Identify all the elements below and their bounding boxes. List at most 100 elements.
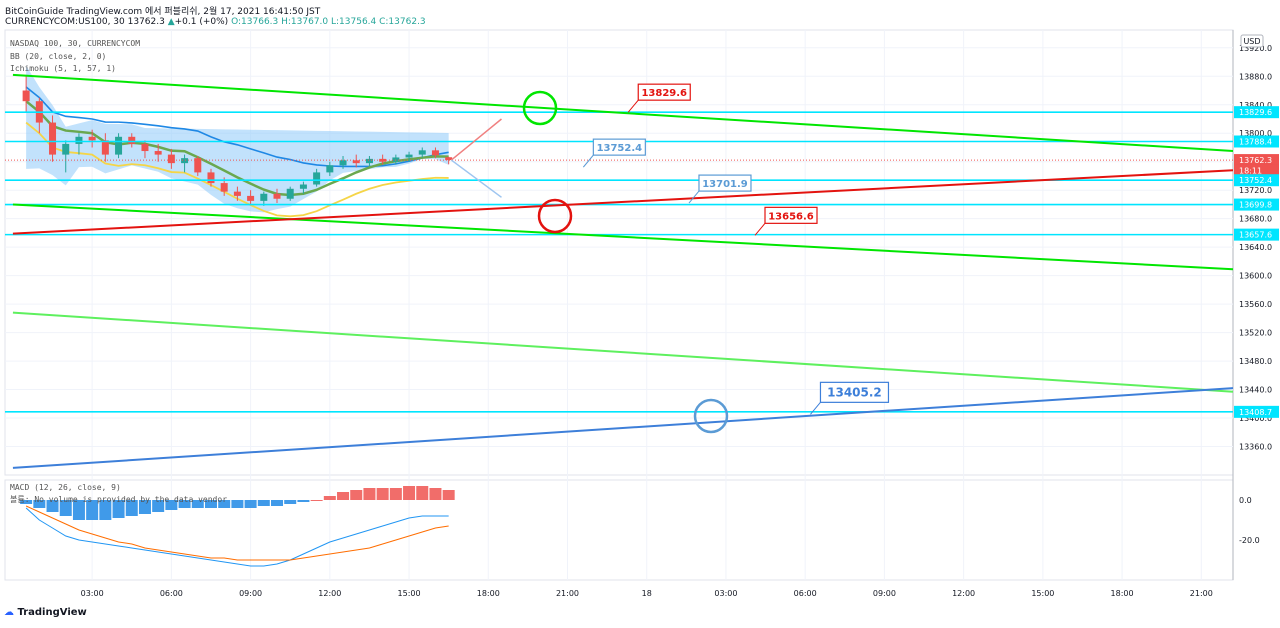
time-tick-label: 06:00 — [160, 589, 183, 598]
trend-line-green-lower — [12, 203, 1234, 271]
price-tick-label: 13480.0 — [1239, 357, 1272, 366]
macd-histogram-bar — [442, 490, 455, 500]
level-badge-label: 13752.4 — [1239, 176, 1272, 185]
callout-box — [592, 138, 646, 156]
candle-body — [286, 188, 294, 199]
price-change: +0.1 (+0%) — [174, 17, 229, 27]
callout-label: 13752.4 — [597, 143, 643, 154]
callout-pointer — [688, 190, 700, 204]
macd-histogram-bar — [389, 488, 402, 500]
macd-histogram-bar — [20, 500, 33, 504]
macd-histogram-bar — [231, 500, 244, 508]
level-badge-label: 13788.4 — [1239, 137, 1272, 146]
time-tick-label: 12:00 — [318, 589, 341, 598]
macd-histogram-bar — [376, 488, 389, 500]
callout-box — [698, 174, 752, 192]
trend-line-blue — [12, 387, 1234, 469]
macd-histogram-bar — [297, 500, 310, 502]
macd-tick-label: 0.0 — [1239, 496, 1252, 505]
macd-histogram-bar — [112, 500, 125, 518]
candle-body — [49, 122, 57, 155]
level-badge-label: 13408.7 — [1239, 408, 1272, 417]
macd-histogram-bar — [152, 500, 165, 512]
time-tick-label: 15:00 — [398, 589, 421, 598]
candle-body — [247, 195, 255, 201]
candle-body — [75, 136, 83, 144]
candle-body — [299, 184, 307, 189]
projection-down-line — [450, 159, 502, 198]
candle-body — [101, 140, 109, 155]
price-tick-label: 13640.0 — [1239, 243, 1272, 252]
candle-body — [22, 90, 30, 102]
tradingview-logo[interactable]: ☁ TradingView — [4, 607, 87, 618]
main-series-legend[interactable]: NASDAQ 100, 30, CURRENCYCOM — [10, 39, 141, 48]
neutral-face-icon — [537, 198, 573, 234]
macd-histogram-bar — [178, 500, 191, 508]
candle-body — [154, 151, 162, 155]
callout-box — [819, 381, 890, 403]
candle-body — [326, 165, 334, 173]
ichimoku-legend[interactable]: Ichimoku (5, 1, 57, 1) — [10, 64, 116, 73]
time-tick-label: 18 — [642, 589, 652, 598]
price-tick-label: 13920.0 — [1239, 44, 1272, 53]
bb-legend[interactable]: BB (20, close, 2, 0) — [10, 52, 107, 61]
ohlc-values: O:13766.3 H:13767.0 L:13756.4 C:13762.3 — [231, 17, 426, 27]
level-badge — [1234, 164, 1279, 177]
publish-header: BitCoinGuide TradingView.com 에서 퍼블리쉬, 2월… — [5, 7, 321, 17]
level-badge-label: 18:11 — [1239, 167, 1262, 176]
level-badge — [1234, 135, 1279, 148]
time-tick-label: 03:00 — [714, 589, 737, 598]
callout-label: 13656.6 — [768, 211, 814, 222]
candle-body — [445, 157, 453, 161]
callout-label: 13405.2 — [827, 385, 882, 399]
macd-histogram-bar — [59, 500, 72, 516]
level-badge-label: 13657.6 — [1239, 231, 1272, 240]
candle-body — [379, 158, 387, 162]
macd-histogram-bar — [310, 500, 323, 501]
candle-body — [431, 150, 439, 156]
price-pane-frame — [4, 29, 1234, 476]
up-arrow-icon: ▲ — [167, 17, 175, 27]
macd-histogram-bar — [99, 500, 112, 520]
macd-histogram-bar — [350, 490, 363, 500]
macd-histogram-bar — [138, 500, 151, 514]
candle-body — [128, 136, 136, 144]
level-badge-label: 13699.8 — [1239, 201, 1272, 210]
macd-legend[interactable]: MACD (12, 26, close, 9) — [10, 483, 121, 492]
time-tick-label: 18:00 — [477, 589, 500, 598]
price-tick-label: 13560.0 — [1239, 300, 1272, 309]
level-badge — [1234, 198, 1279, 211]
symbol-label[interactable]: CURRENCYCOM:US100, 30 — [5, 17, 125, 27]
callout-label: 13701.9 — [702, 179, 748, 190]
price-tick-label: 13800.0 — [1239, 129, 1272, 138]
bb-cloud — [26, 65, 449, 213]
macd-histogram-bar — [284, 500, 297, 504]
candle-body — [313, 172, 321, 185]
tradingview-logo-text: TradingView — [17, 607, 87, 618]
level-badge — [1234, 228, 1279, 241]
candle-body — [233, 191, 241, 196]
macd-histogram-bar — [72, 500, 85, 520]
macd-histogram-bar — [337, 492, 350, 500]
price-tick-label: 13520.0 — [1239, 329, 1272, 338]
macd-histogram-bar — [165, 500, 178, 510]
time-tick-label: 03:00 — [81, 589, 104, 598]
candle-body — [418, 150, 426, 155]
time-tick-label: 09:00 — [873, 589, 896, 598]
price-tick-label: 13720.0 — [1239, 186, 1272, 195]
time-tick-label: 18:00 — [1111, 589, 1134, 598]
macd-histogram-bar — [46, 500, 59, 512]
candle-body — [260, 193, 268, 201]
price-tick-label: 13360.0 — [1239, 443, 1272, 452]
currency-badge — [1240, 34, 1264, 48]
level-badge — [1234, 174, 1279, 187]
callout-label: 13829.6 — [641, 88, 687, 99]
level-badge — [1234, 405, 1279, 418]
callout-box — [637, 83, 691, 101]
candle-body — [273, 193, 281, 199]
macd-histogram-bar — [416, 486, 429, 500]
trend-line-red — [12, 169, 1234, 235]
level-badge — [1234, 154, 1279, 167]
macd-histogram-bar — [271, 500, 284, 506]
